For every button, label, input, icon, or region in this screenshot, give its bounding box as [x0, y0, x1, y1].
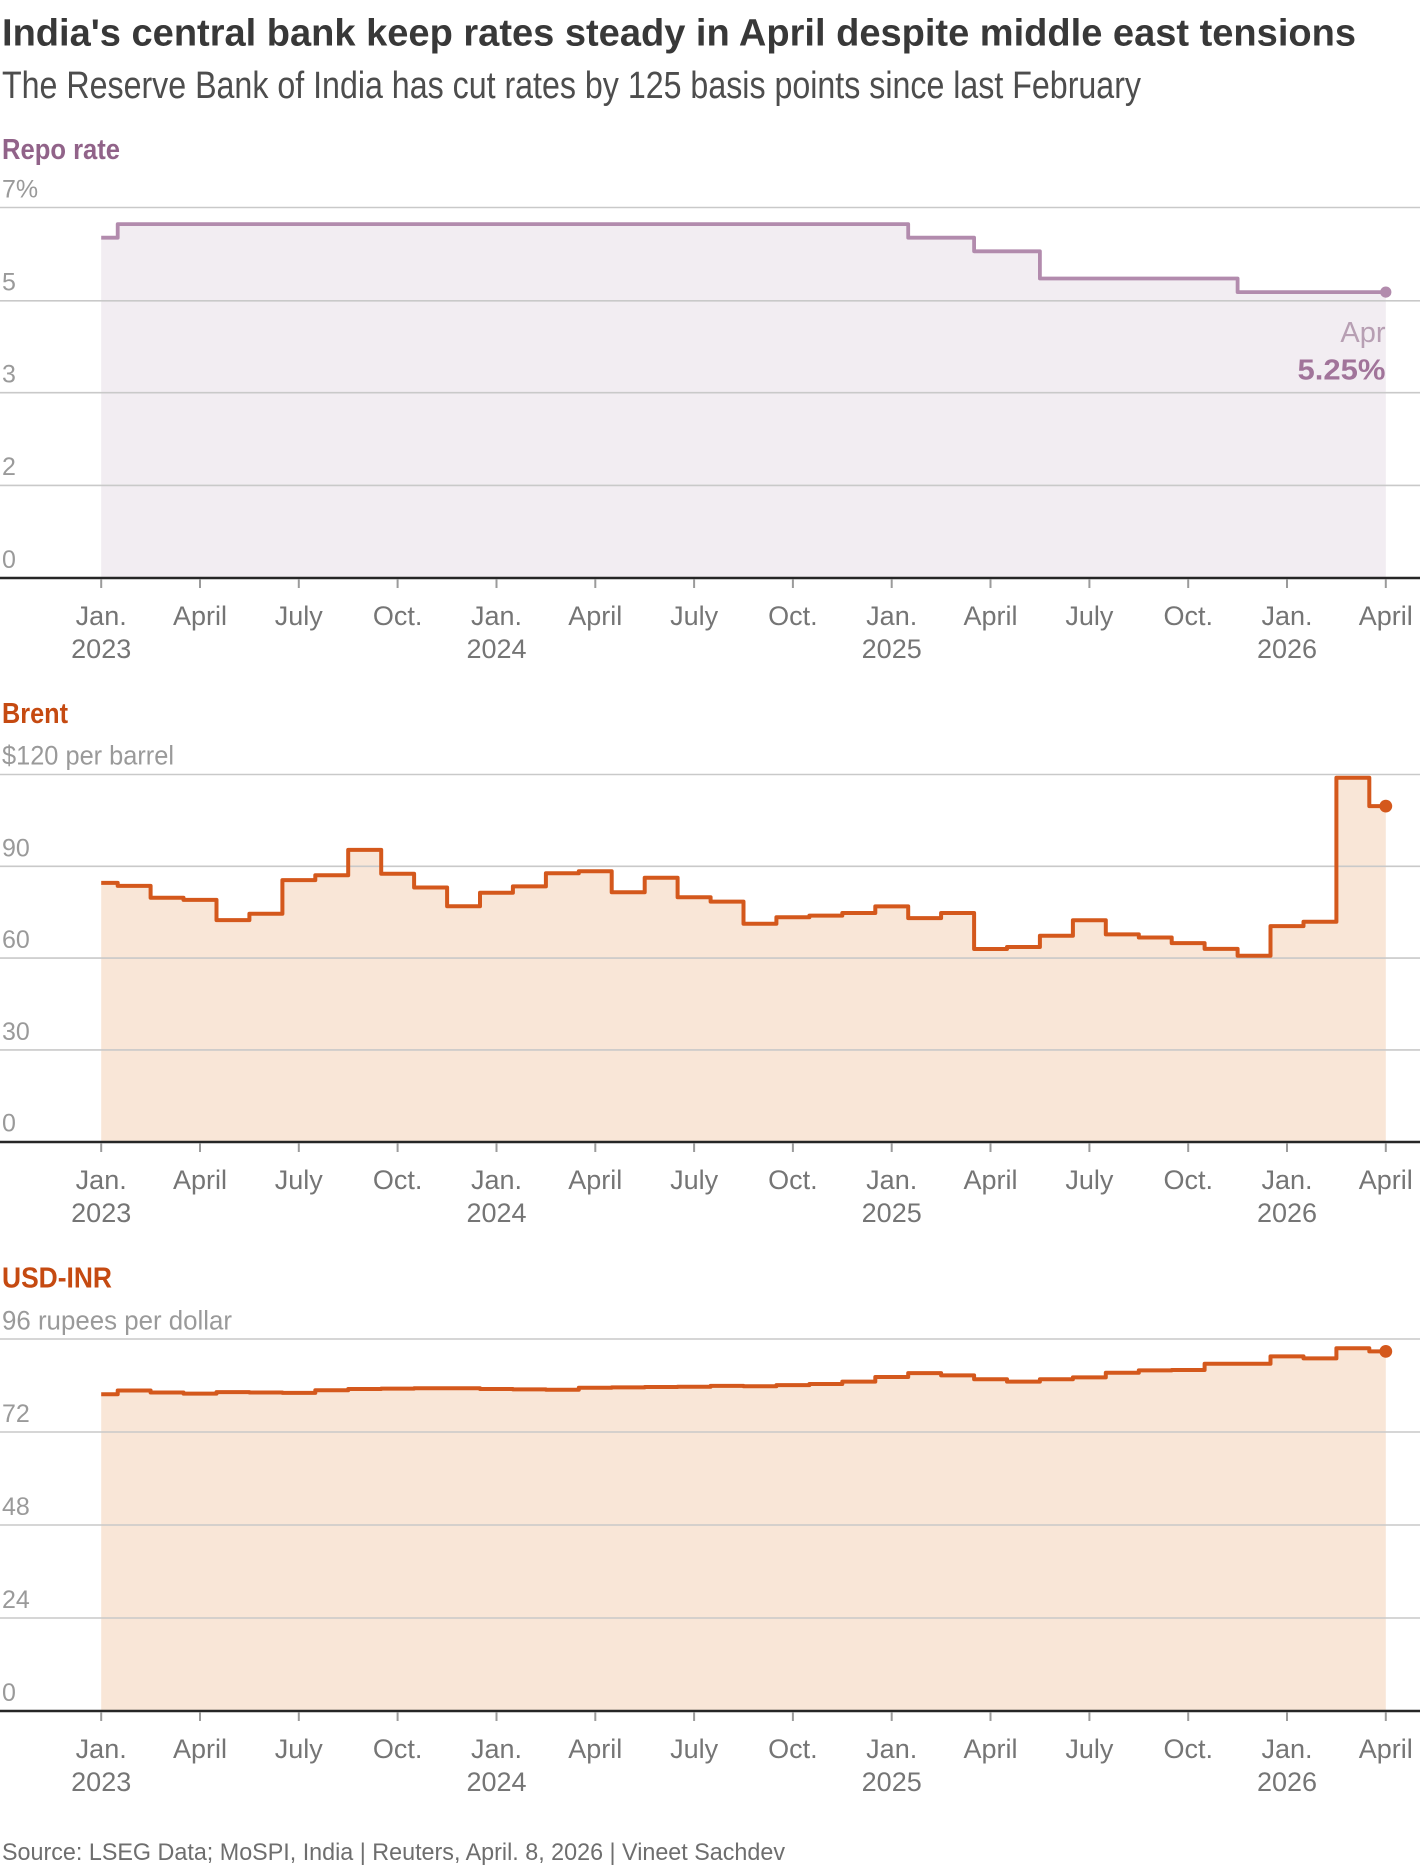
svg-text:48: 48 [2, 1493, 30, 1521]
svg-text:72: 72 [2, 1400, 30, 1428]
svg-text:July: July [670, 601, 719, 631]
svg-text:0: 0 [2, 1110, 16, 1138]
svg-text:July: July [670, 1165, 719, 1195]
svg-text:90: 90 [2, 834, 30, 862]
svg-text:April: April [568, 1734, 622, 1764]
svg-text:July: July [1065, 1165, 1114, 1195]
svg-text:5.25%: 5.25% [1298, 354, 1386, 386]
svg-text:Oct.: Oct. [1163, 1734, 1213, 1764]
svg-text:2025: 2025 [862, 1767, 922, 1797]
svg-text:July: July [275, 601, 324, 631]
svg-text:April: April [1359, 1734, 1413, 1764]
svg-text:Oct.: Oct. [768, 601, 818, 631]
svg-text:USD-INR: USD-INR [2, 1262, 112, 1294]
svg-text:2026: 2026 [1257, 634, 1317, 664]
svg-text:April: April [173, 1734, 227, 1764]
svg-text:Jan.: Jan. [866, 1165, 917, 1195]
svg-text:Oct.: Oct. [1163, 1165, 1213, 1195]
svg-text:Jan.: Jan. [471, 1734, 522, 1764]
svg-text:April: April [963, 1734, 1017, 1764]
svg-text:Source: LSEG Data; MoSPI, Indi: Source: LSEG Data; MoSPI, India | Reuter… [2, 1839, 785, 1866]
svg-text:2: 2 [2, 453, 16, 481]
svg-text:April: April [1359, 1165, 1413, 1195]
svg-text:2023: 2023 [71, 634, 131, 664]
svg-text:60: 60 [2, 926, 30, 954]
svg-text:India's central bank keep rate: India's central bank keep rates steady i… [2, 13, 1356, 55]
svg-text:2024: 2024 [466, 634, 526, 664]
svg-text:30: 30 [2, 1018, 30, 1046]
svg-text:Jan.: Jan. [1261, 1734, 1312, 1764]
svg-text:2025: 2025 [862, 634, 922, 664]
svg-text:Jan.: Jan. [471, 601, 522, 631]
svg-text:2023: 2023 [71, 1198, 131, 1228]
svg-text:Oct.: Oct. [373, 601, 423, 631]
svg-text:Oct.: Oct. [768, 1734, 818, 1764]
svg-text:24: 24 [2, 1586, 30, 1614]
svg-text:96 rupees per dollar: 96 rupees per dollar [2, 1306, 232, 1336]
svg-text:July: July [275, 1165, 324, 1195]
svg-text:Jan.: Jan. [866, 601, 917, 631]
svg-text:Jan.: Jan. [1261, 1165, 1312, 1195]
svg-text:Jan.: Jan. [1261, 601, 1312, 631]
svg-text:7%: 7% [2, 176, 38, 204]
svg-text:2024: 2024 [466, 1198, 526, 1228]
svg-text:Jan.: Jan. [471, 1165, 522, 1195]
svg-text:$120 per barrel: $120 per barrel [2, 741, 174, 771]
svg-text:0: 0 [2, 1679, 16, 1707]
svg-text:Oct.: Oct. [373, 1165, 423, 1195]
svg-text:April: April [1359, 601, 1413, 631]
svg-text:2026: 2026 [1257, 1767, 1317, 1797]
svg-text:July: July [1065, 601, 1114, 631]
svg-text:July: July [1065, 1734, 1114, 1764]
svg-text:Repo rate: Repo rate [2, 134, 120, 166]
svg-text:April: April [568, 1165, 622, 1195]
svg-text:5: 5 [2, 269, 16, 297]
svg-text:The Reserve Bank of India has: The Reserve Bank of India has cut rates … [2, 65, 1141, 107]
svg-text:July: July [275, 1734, 324, 1764]
svg-text:Apr: Apr [1340, 317, 1385, 349]
svg-text:Jan.: Jan. [866, 1734, 917, 1764]
svg-text:Oct.: Oct. [373, 1734, 423, 1764]
svg-text:Jan.: Jan. [76, 601, 127, 631]
svg-text:3: 3 [2, 361, 16, 389]
svg-text:2025: 2025 [862, 1198, 922, 1228]
svg-text:Oct.: Oct. [768, 1165, 818, 1195]
svg-text:2024: 2024 [466, 1767, 526, 1797]
svg-text:April: April [963, 601, 1017, 631]
svg-text:2026: 2026 [1257, 1198, 1317, 1228]
svg-text:Jan.: Jan. [76, 1165, 127, 1195]
svg-text:April: April [173, 601, 227, 631]
svg-text:0: 0 [2, 546, 16, 574]
svg-text:Jan.: Jan. [76, 1734, 127, 1764]
svg-text:2023: 2023 [71, 1767, 131, 1797]
svg-text:April: April [568, 601, 622, 631]
svg-text:Brent: Brent [2, 698, 68, 730]
svg-text:Oct.: Oct. [1163, 601, 1213, 631]
svg-text:April: April [963, 1165, 1017, 1195]
svg-text:April: April [173, 1165, 227, 1195]
svg-text:July: July [670, 1734, 719, 1764]
